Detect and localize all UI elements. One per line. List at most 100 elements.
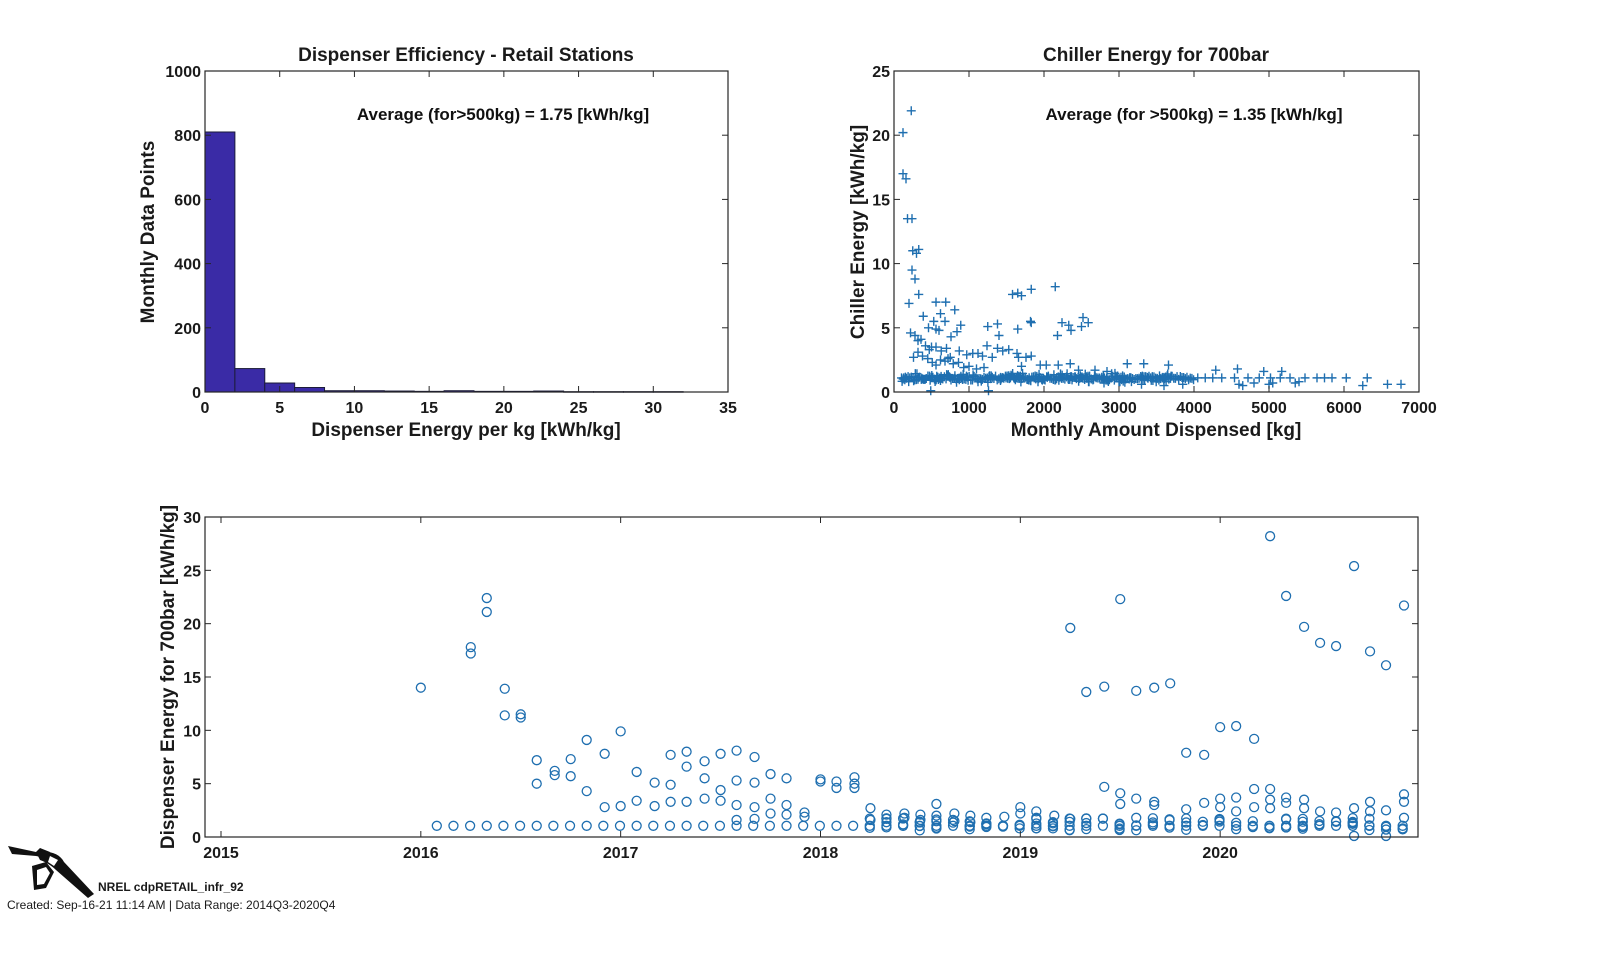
chiller-point — [929, 316, 939, 326]
chiller-point — [909, 352, 918, 362]
chiller-point — [914, 289, 924, 299]
timeline-point — [648, 820, 659, 831]
chiller-point — [1341, 373, 1351, 383]
histogram-ytick-label: 1000 — [165, 64, 201, 81]
chiller-point — [1230, 373, 1239, 383]
timeline-point — [548, 820, 559, 831]
timeline-point — [1064, 816, 1075, 828]
chiller-point — [1211, 365, 1221, 375]
timeline-point — [1147, 817, 1159, 828]
chiller-point — [978, 351, 987, 361]
chiller-xtick-label: 2000 — [1026, 400, 1062, 417]
chiller-point — [924, 323, 933, 333]
chiller-point — [1012, 348, 1022, 358]
timeline-point — [864, 813, 875, 824]
timeline-point — [814, 820, 825, 831]
chiller-point — [979, 363, 989, 373]
timeline-point — [1364, 646, 1376, 657]
timeline-point — [515, 709, 526, 720]
timeline-point — [599, 748, 610, 759]
timeline-point — [931, 798, 942, 810]
timeline-point — [964, 816, 975, 827]
timeline-point — [1114, 818, 1125, 829]
timeline-point — [1064, 820, 1075, 831]
timeline-point — [499, 683, 510, 694]
timeline-point — [549, 765, 560, 777]
timeline-point — [881, 809, 892, 820]
timeline-point — [699, 773, 710, 784]
timeline-ytick-label: 20 — [183, 617, 201, 634]
timeline-point — [764, 820, 776, 831]
chiller-point — [1187, 373, 1197, 383]
chiller-point — [1254, 373, 1264, 383]
timeline-point — [765, 768, 776, 780]
chiller-point — [946, 332, 956, 342]
timeline-point — [1214, 820, 1225, 831]
timeline-point — [1247, 821, 1258, 833]
timeline-point — [631, 820, 642, 831]
timeline-point — [781, 809, 792, 820]
timeline-point — [1348, 560, 1360, 572]
timeline-point — [1097, 820, 1109, 831]
chiller-point — [1233, 364, 1242, 374]
timeline-point — [981, 821, 992, 833]
timeline-point — [1165, 678, 1176, 689]
timeline-point — [1215, 793, 1226, 804]
timeline-point — [599, 801, 610, 813]
dispenser-energy-timeline-chart: 2015 2016 2017 2018 2019 2020 0 5 10 15 20 25 30 Dis… — [158, 505, 1419, 862]
histogram-title: Dispenser Efficiency - Retail Stations — [298, 45, 634, 66]
chiller-point — [1268, 378, 1278, 388]
chiller-point — [907, 265, 917, 275]
histogram-xtick-label: 10 — [346, 400, 364, 417]
chiller-point — [931, 297, 941, 307]
timeline-point — [1181, 817, 1192, 828]
chiller-ytick-label: 25 — [872, 64, 890, 81]
chiller-point — [1234, 379, 1244, 389]
timeline-point — [1298, 803, 1310, 814]
timeline-point — [481, 592, 492, 604]
chiller-xtick-label: 0 — [890, 400, 899, 417]
chiller-point — [931, 342, 941, 352]
timeline-point — [1330, 807, 1342, 818]
chiller-point — [1362, 373, 1372, 383]
timeline-point — [997, 821, 1009, 832]
timeline-point — [1147, 813, 1159, 824]
timeline-point — [581, 785, 592, 797]
chiller-point — [1008, 289, 1017, 299]
chiller-point — [1238, 381, 1248, 391]
timeline-point — [849, 772, 860, 783]
timeline-point — [448, 820, 459, 831]
chiller-point — [918, 351, 927, 361]
timeline-point — [947, 820, 959, 831]
timeline-point — [1031, 806, 1042, 817]
chiller-point — [910, 274, 920, 284]
chiller-point — [1259, 366, 1269, 376]
chiller-ytick-label: 0 — [881, 385, 890, 402]
timeline-point — [1314, 815, 1325, 827]
timeline-point — [1230, 817, 1242, 828]
timeline-point — [1380, 660, 1392, 671]
timeline-point — [1280, 822, 1292, 833]
timeline-point — [664, 820, 676, 831]
timeline-point — [649, 777, 660, 788]
timeline-point — [1199, 797, 1210, 809]
timeline-point — [665, 779, 676, 790]
timeline-point — [1064, 813, 1075, 824]
timeline-point — [731, 775, 742, 786]
histogram-bar — [204, 131, 236, 393]
timeline-point — [581, 734, 592, 746]
timeline-point — [1131, 812, 1142, 823]
timeline-point — [931, 822, 942, 833]
timeline-point — [831, 820, 842, 831]
chiller-point — [982, 341, 992, 351]
chiller-point — [952, 327, 962, 337]
timeline-point — [1181, 820, 1192, 831]
timeline-point — [631, 766, 642, 778]
timeline-point — [1215, 721, 1226, 733]
timeline-point — [1247, 816, 1258, 827]
chiller-point — [1189, 375, 1199, 385]
chiller-point — [904, 298, 914, 308]
chiller-point — [906, 106, 916, 116]
chiller-point — [923, 354, 933, 364]
timeline-ytick-label: 5 — [192, 777, 201, 794]
